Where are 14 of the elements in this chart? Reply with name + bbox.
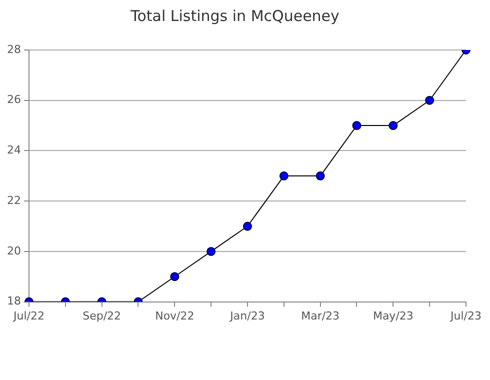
y-tick-label: 22 — [6, 194, 21, 207]
x-tick-label: May/23 — [372, 309, 414, 322]
x-tick-label: Jul/23 — [450, 309, 482, 322]
x-tick-label: Jan/23 — [229, 309, 265, 322]
y-tick-label: 18 — [6, 294, 21, 308]
chart-title: Total Listings in McQueeney — [130, 6, 340, 25]
y-tick-label: 24 — [6, 144, 21, 157]
y-tick-label: 20 — [6, 244, 21, 258]
x-tick-label: Nov/22 — [155, 309, 194, 322]
y-tick-label: 26 — [6, 93, 21, 106]
x-tick-label: Jul/22 — [12, 309, 44, 322]
x-tick-label: Mar/23 — [301, 309, 340, 322]
y-tick-label: 28 — [6, 42, 21, 56]
x-tick-label: Sep/22 — [82, 309, 122, 322]
